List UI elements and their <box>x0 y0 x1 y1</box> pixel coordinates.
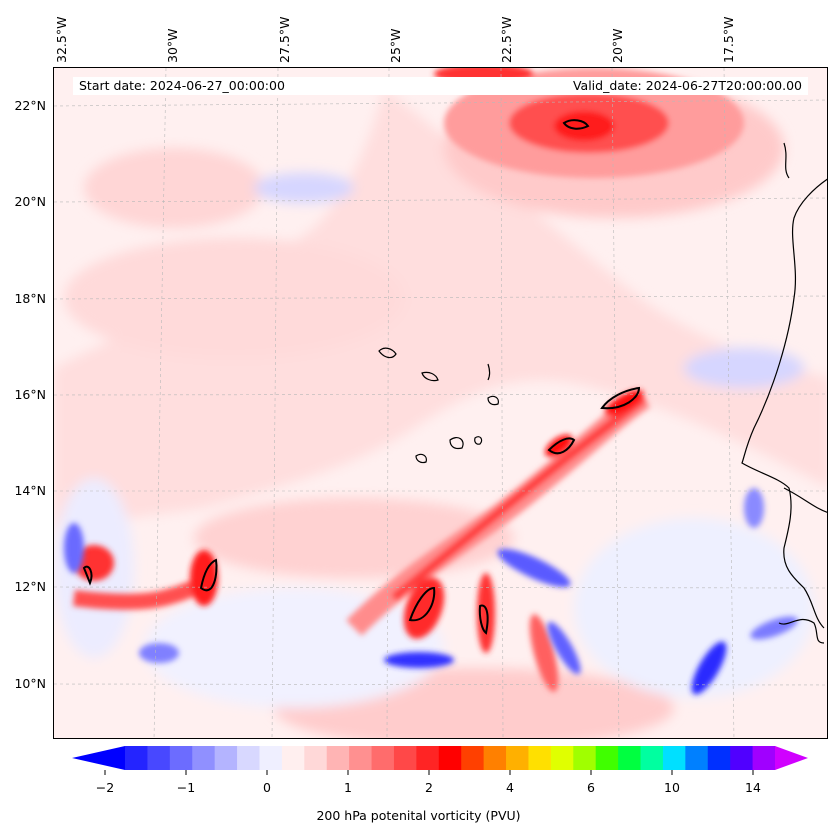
colorbar-cell <box>192 746 216 770</box>
colorbar-cell <box>349 746 373 770</box>
colorbar-tick-label: 14 <box>745 780 761 795</box>
colorbar-cell <box>550 746 574 770</box>
colorbar-cell <box>147 746 171 770</box>
colorbar-tick-label: 4 <box>506 780 514 795</box>
pv-map-panel <box>53 67 828 739</box>
pv-negative-patches <box>64 488 798 695</box>
colorbar-cell <box>506 746 529 770</box>
colorbar-cell <box>730 746 754 770</box>
lat-label-10n: 10°N <box>14 676 46 691</box>
colorbar-cell <box>483 746 507 770</box>
lat-label-22n: 22°N <box>14 98 46 113</box>
start-date-label: Start date: 2024-06-27_00:00:00 <box>79 78 285 93</box>
colorbar-cell <box>125 746 148 770</box>
lat-label-16n: 16°N <box>14 387 46 402</box>
colorbar-cell <box>304 746 328 770</box>
colorbar-cell <box>326 746 350 770</box>
lat-label-20n: 20°N <box>14 194 46 209</box>
colorbar-cell <box>416 746 440 770</box>
colorbar-min-extend <box>72 746 125 770</box>
lat-label-12n: 12°N <box>14 579 46 594</box>
pv-north-maximum <box>434 68 744 178</box>
pv-2-contours <box>82 119 641 635</box>
colorbar-tick-label: 10 <box>664 780 680 795</box>
date-info-box: Start date: 2024-06-27_00:00:00 Valid_da… <box>73 77 808 95</box>
colorbar-cell <box>438 746 462 770</box>
colorbar-cell <box>214 746 238 770</box>
colorbar-tick-label: 6 <box>587 780 595 795</box>
colorbar-cell <box>685 746 709 770</box>
colorbar-cell <box>707 746 731 770</box>
colorbar-cell <box>595 746 619 770</box>
colorbar-cell <box>169 746 193 770</box>
colorbar-cell <box>259 746 283 770</box>
colorbar-cell <box>528 746 552 770</box>
colorbar-cells <box>125 746 776 770</box>
lat-label-18n: 18°N <box>14 291 46 306</box>
colorbar-title: 200 hPa potenital vorticity (PVU) <box>316 808 521 823</box>
colorbar-tick-label: −2 <box>95 780 115 795</box>
colorbar-cell <box>752 746 776 770</box>
colorbar-cell <box>237 746 260 770</box>
colorbar-cell <box>573 746 597 770</box>
valid-date-label: Valid_date: 2024-06-27T20:00:00.00 <box>572 78 802 93</box>
colorbar-tick-label: −1 <box>176 780 196 795</box>
map-gridlines <box>54 68 827 738</box>
colorbar-max-extend <box>775 746 808 770</box>
colorbar-cell <box>640 746 664 770</box>
pv-map-field <box>54 68 827 738</box>
colorbar-cell <box>662 746 686 770</box>
colorbar-cell <box>618 746 642 770</box>
colorbar-cell <box>393 746 417 770</box>
coastlines <box>378 142 827 644</box>
colorbar-tick-label: 1 <box>344 780 352 795</box>
pv-filament <box>73 388 651 692</box>
colorbar-ticks <box>104 770 754 775</box>
colorbar-tick-label: 2 <box>425 780 433 795</box>
colorbar-cell <box>371 746 395 770</box>
colorbar-tick-label: 0 <box>263 780 271 795</box>
colorbar-cell <box>461 746 485 770</box>
colorbar-cell <box>281 746 305 770</box>
lat-label-14n: 14°N <box>14 483 46 498</box>
